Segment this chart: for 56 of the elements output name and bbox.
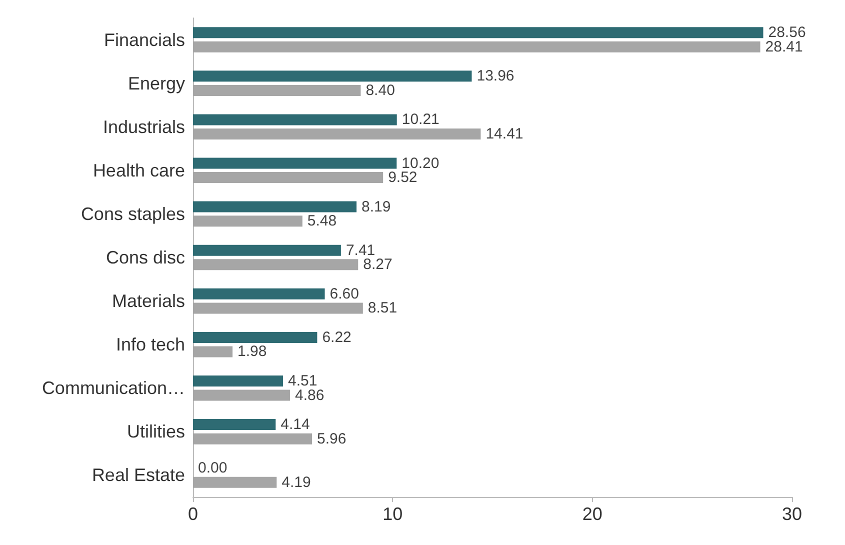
bar: [193, 433, 312, 444]
bar: [193, 259, 358, 270]
bar: [193, 390, 290, 401]
bar: [193, 332, 318, 343]
data-label: 6.60: [330, 285, 359, 302]
data-label: 8.27: [363, 256, 392, 274]
y-tick-label: Communication…: [42, 378, 185, 398]
bar: [193, 375, 284, 386]
data-label: 0.00: [198, 460, 228, 477]
bar: [193, 158, 397, 169]
data-label: 10.20: [402, 154, 440, 172]
x-tick-label: 0: [188, 504, 198, 524]
x-tick-label: 20: [582, 504, 602, 524]
bar: [193, 114, 397, 126]
data-label: 5.48: [307, 212, 337, 230]
bar: [193, 27, 764, 38]
data-label: 4.51: [288, 372, 318, 390]
x-tick-label: 10: [382, 504, 403, 524]
bar: [193, 244, 341, 256]
data-label: 4.19: [282, 474, 311, 491]
bar: [193, 302, 363, 314]
bar: [193, 172, 384, 184]
data-label: 4.14: [280, 416, 310, 434]
bar: [193, 70, 472, 82]
data-label: 8.19: [362, 198, 391, 216]
data-label: 8.40: [366, 82, 395, 99]
y-tick-label: Real Estate: [92, 465, 185, 486]
y-tick-label: Utilities: [126, 422, 185, 442]
bar: [193, 346, 233, 358]
y-tick-label: Energy: [128, 73, 185, 94]
bar: [193, 288, 325, 300]
data-label: 4.86: [295, 386, 324, 404]
bar: [193, 419, 276, 430]
y-tick-label: Financials: [104, 30, 185, 50]
data-label: 13.96: [476, 68, 514, 85]
data-label: 7.41: [346, 242, 376, 259]
bar: [193, 216, 302, 227]
y-tick-label: Health care: [92, 160, 185, 180]
bar: [193, 128, 481, 140]
bar: [193, 41, 760, 52]
bar: [193, 84, 361, 96]
data-label: 6.22: [322, 328, 352, 346]
data-label: 8.51: [368, 300, 398, 317]
data-label: 10.21: [402, 111, 440, 128]
y-tick-label: Cons disc: [106, 248, 185, 268]
data-label: 1.98: [238, 343, 267, 360]
bar: [193, 476, 277, 488]
data-label: 14.41: [486, 126, 524, 143]
y-tick-label: Cons staples: [80, 204, 185, 224]
x-tick-label: 30: [782, 504, 802, 524]
y-tick-label: Industrials: [102, 116, 185, 137]
data-label: 5.96: [317, 430, 346, 448]
bar: [193, 201, 357, 212]
y-tick-label: Materials: [112, 291, 185, 312]
data-label: 9.52: [388, 169, 418, 186]
y-tick-label: Info tech: [116, 334, 185, 355]
